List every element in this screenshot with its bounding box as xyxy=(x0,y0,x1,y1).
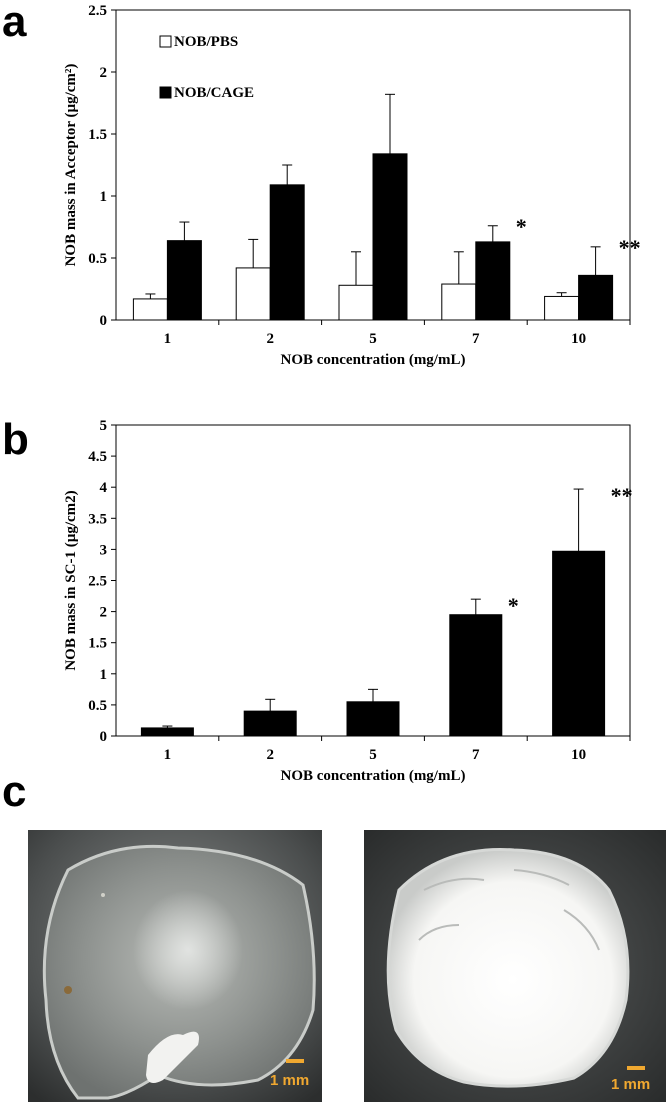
y-tick-label: 0.5 xyxy=(88,251,107,267)
bar xyxy=(475,241,511,321)
bar xyxy=(243,710,297,737)
y-tick-label: 0 xyxy=(100,313,108,329)
y-tick-label: 0 xyxy=(100,729,108,745)
bar xyxy=(338,284,374,321)
y-tick-label: 3 xyxy=(100,542,108,558)
chart-a: 00.511.522.51 2 5 7 10***NOB concentration (… xyxy=(63,3,641,368)
y-tick-label: 4 xyxy=(100,480,108,496)
x-tick-label: 1 xyxy=(164,331,172,347)
y-tick-label: 4.5 xyxy=(88,449,107,465)
panel-letter-c: c xyxy=(2,767,27,816)
scale-label-right: 1 mm xyxy=(611,1076,651,1093)
y-tick-label: 3.5 xyxy=(88,511,107,527)
y-axis-label: NOB mass in SC-1 (µg/cm2) xyxy=(63,490,79,670)
y-tick-label: 2.5 xyxy=(88,3,107,19)
y-tick-label: 0.5 xyxy=(88,698,107,714)
y-tick-label: 1.5 xyxy=(88,127,107,143)
significance-mark: * xyxy=(508,593,519,618)
chart-b: 00.511.522.533.544.551 2 5 7 10***NOB concen… xyxy=(63,418,633,784)
y-tick-label: 1.5 xyxy=(88,636,107,652)
bar xyxy=(372,153,408,321)
x-axis-label: NOB concentration (mg/mL) xyxy=(281,352,466,368)
bar xyxy=(346,701,400,737)
y-tick-label: 2 xyxy=(100,65,108,81)
significance-mark: ** xyxy=(611,483,633,508)
legend-swatch xyxy=(159,35,172,48)
panel-letter-b: b xyxy=(2,415,29,464)
bar xyxy=(140,727,194,737)
skin-photo-left xyxy=(28,830,322,1102)
x-tick-label: 7 xyxy=(472,331,480,347)
bar xyxy=(544,295,580,321)
x-tick-label: 1 xyxy=(164,747,172,763)
y-tick-label: 2.5 xyxy=(88,574,107,590)
y-axis-label: NOB mass in Acceptor (µg/cm²) xyxy=(63,64,79,267)
x-tick-label: 5 xyxy=(369,331,377,347)
y-tick-label: 5 xyxy=(100,418,108,434)
x-tick-label: 2 xyxy=(266,747,274,763)
bar xyxy=(132,298,168,321)
significance-mark: * xyxy=(516,214,527,239)
x-tick-label: 2 xyxy=(266,331,274,347)
bar xyxy=(235,267,271,321)
legend-label: NOB/PBS xyxy=(174,34,238,50)
bar xyxy=(449,614,503,737)
y-tick-label: 1 xyxy=(100,667,108,683)
scale-bar-left xyxy=(286,1059,304,1063)
x-tick-label: 10 xyxy=(571,747,586,763)
x-axis-label: NOB concentration (mg/mL) xyxy=(281,768,466,784)
panel-letter-a: a xyxy=(2,0,27,46)
skin-photo-right xyxy=(364,830,666,1102)
legend-swatch xyxy=(159,86,172,99)
legend-label: NOB/CAGE xyxy=(174,85,254,101)
x-tick-label: 5 xyxy=(369,747,377,763)
bar xyxy=(269,184,305,321)
significance-mark: ** xyxy=(619,235,641,260)
x-tick-label: 7 xyxy=(472,747,480,763)
bar xyxy=(552,550,606,737)
bar xyxy=(578,274,614,321)
bar xyxy=(166,240,202,321)
scale-label-left: 1 mm xyxy=(270,1072,310,1089)
scale-bar-right xyxy=(627,1066,645,1070)
x-tick-label: 10 xyxy=(571,331,586,347)
y-tick-label: 2 xyxy=(100,605,108,621)
y-tick-label: 1 xyxy=(100,189,108,205)
bar xyxy=(441,283,477,321)
